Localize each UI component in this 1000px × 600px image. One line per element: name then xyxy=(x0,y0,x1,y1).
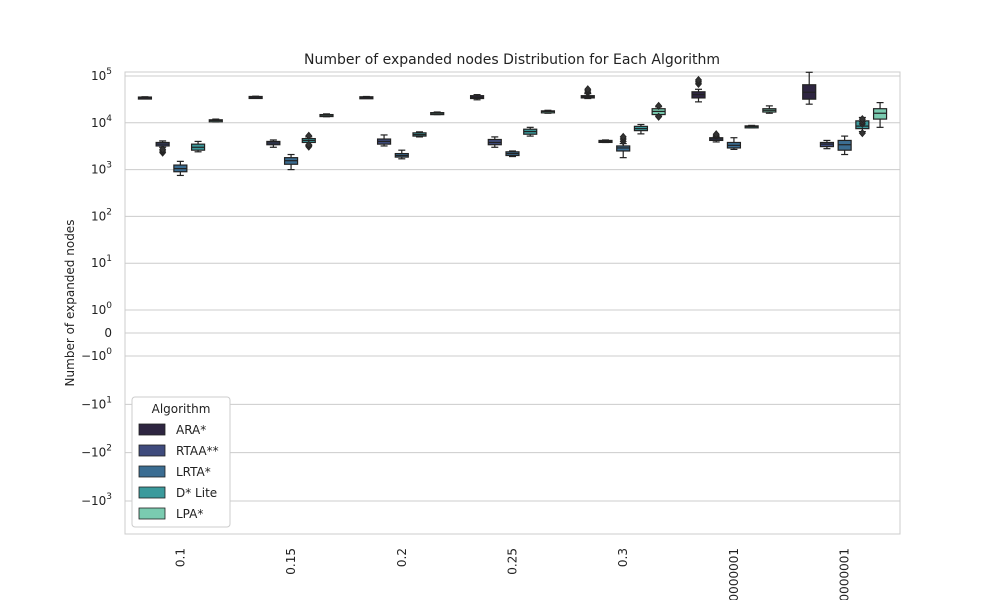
box-ara- xyxy=(137,96,153,100)
x-tick-label: 0000001 xyxy=(838,548,852,600)
box-rtaa- xyxy=(709,130,724,143)
x-tick-label: 0.25 xyxy=(506,548,520,575)
legend-entry: ARA* xyxy=(176,423,206,437)
box-rtaa- xyxy=(266,139,281,148)
legend-swatch xyxy=(138,423,166,436)
y-tick-label: −100 xyxy=(81,347,112,363)
y-tick-label: −103 xyxy=(81,492,112,508)
outlier-point xyxy=(619,132,627,142)
box-ara- xyxy=(580,85,595,100)
box-rtaa- xyxy=(376,134,392,147)
chart-title: Number of expanded nodes Distribution fo… xyxy=(304,52,720,68)
x-tick-label: 0.2 xyxy=(395,548,409,567)
grid xyxy=(125,75,900,502)
box-ara- xyxy=(248,95,263,100)
x-tick-label: 0000001 xyxy=(727,548,741,600)
legend-title: Algorithm xyxy=(152,402,211,416)
box-d-lite xyxy=(633,123,649,135)
outlier-point xyxy=(159,145,167,154)
legend-swatch xyxy=(138,444,166,457)
x-tick-label: 0.1 xyxy=(173,548,187,567)
legend-swatch xyxy=(138,507,166,520)
box-d-lite xyxy=(855,114,870,138)
box-lrta- xyxy=(616,132,631,159)
box-rtaa- xyxy=(487,136,502,148)
box-rtaa- xyxy=(598,139,613,144)
plot-area xyxy=(124,71,901,535)
box-lrta- xyxy=(173,160,188,177)
y-axis-label: Number of expanded nodes xyxy=(63,220,77,387)
y-tick-label: 101 xyxy=(91,254,112,270)
box-lrta- xyxy=(394,149,409,160)
outlier-point xyxy=(712,130,720,139)
box-d-lite xyxy=(412,131,427,138)
outlier-point xyxy=(584,85,592,94)
box-ara- xyxy=(691,75,706,103)
y-tick-label: 105 xyxy=(91,67,112,83)
y-tick-label: 103 xyxy=(91,161,112,177)
boxes xyxy=(137,71,888,177)
y-tick-label: 100 xyxy=(91,301,112,317)
legend-swatch xyxy=(138,465,166,478)
legend-swatch xyxy=(138,486,166,499)
box-lrta- xyxy=(837,135,852,156)
box-lpa- xyxy=(540,109,556,114)
box-d-lite xyxy=(190,140,206,153)
legend-entry: D* Lite xyxy=(176,486,217,500)
legend: Algorithm ARA* RTAA** LRTA* D* Lite LPA* xyxy=(131,396,231,528)
box-ara- xyxy=(802,71,817,105)
box-lpa- xyxy=(319,113,334,118)
box-lrta- xyxy=(505,150,520,158)
outlier-point xyxy=(858,129,866,138)
y-tick-label: −102 xyxy=(81,444,112,460)
y-axis-ticks: 105 104 103 102 101 100 0 −100 −101 −102 −103 xyxy=(81,67,112,508)
legend-entry: LPA* xyxy=(176,507,203,521)
x-axis-ticks: 0.1 0.15 0.2 0.25 0.3 0000001 0000001 xyxy=(173,548,851,600)
x-tick-label: 0.15 xyxy=(284,548,298,575)
legend-entry: LRTA* xyxy=(176,465,211,479)
y-tick-label: 102 xyxy=(91,207,112,223)
box-lrta- xyxy=(283,153,299,171)
box-lpa- xyxy=(430,111,445,116)
box-ara- xyxy=(469,94,485,101)
box-lpa- xyxy=(208,118,223,123)
outlier-point xyxy=(655,112,663,121)
outlier-point xyxy=(694,75,703,85)
box-lpa- xyxy=(762,105,777,114)
box-lrta- xyxy=(726,137,742,151)
box-d-lite xyxy=(744,124,759,129)
outlier-point xyxy=(305,140,313,149)
box-ara- xyxy=(359,95,374,100)
box-rtaa- xyxy=(155,140,170,157)
box-d-lite xyxy=(301,131,316,151)
box-d-lite xyxy=(523,126,538,137)
outlier-point xyxy=(655,101,663,110)
box-lpa- xyxy=(872,102,888,128)
y-tick-label: 104 xyxy=(91,114,112,130)
outlier-point xyxy=(858,114,866,124)
x-tick-label: 0.3 xyxy=(616,548,630,567)
box-rtaa- xyxy=(819,139,835,150)
outlier-point xyxy=(305,131,313,140)
y-tick-label: 0 xyxy=(104,326,112,340)
y-tick-label: −101 xyxy=(81,395,112,411)
box-body xyxy=(872,108,888,120)
legend-entry: RTAA** xyxy=(176,444,219,458)
box-lpa- xyxy=(651,101,666,121)
